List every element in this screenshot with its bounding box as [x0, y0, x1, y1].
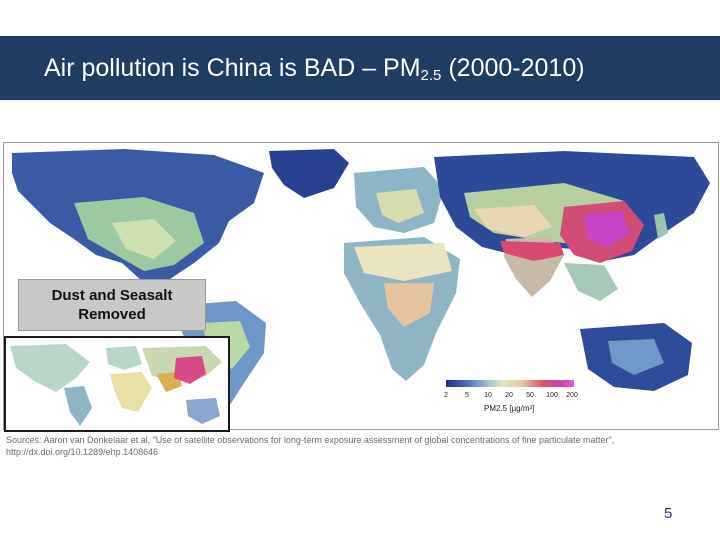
legend-unit-label: PM2.5 [µg/m³] — [484, 404, 535, 413]
legend-color-bar — [446, 380, 574, 387]
legend-tick: 20 — [505, 392, 513, 399]
southeast-asia — [564, 263, 618, 301]
legend-tick: 10 — [484, 392, 492, 399]
page-number: 5 — [664, 505, 673, 522]
legend-ticks: 2 5 10 20 50 100 200 — [440, 392, 580, 402]
legend-tick: 2 — [444, 392, 448, 399]
inset-map-graphic — [6, 338, 228, 430]
legend-tick: 100 — [546, 392, 558, 399]
legend-tick: 5 — [465, 392, 469, 399]
greenland — [269, 149, 349, 198]
inset-label-line2: Removed — [78, 306, 146, 323]
source-line2: http://dx.doi.org/10.1289/ehp.1408646 — [6, 447, 159, 457]
title-subscript: 2.5 — [420, 67, 442, 84]
inset-map — [4, 336, 230, 432]
title-main: Air pollution is China is BAD – PM — [44, 54, 421, 82]
source-citation: Sources: Aaron van Donkelaar et al, "Use… — [6, 434, 714, 458]
inset-label-line1: Dust and Seasalt — [51, 287, 173, 304]
title-bar — [0, 36, 720, 100]
pm25-legend: 2 5 10 20 50 100 200 PM2.5 [µg/m³] — [440, 380, 580, 420]
slide-title: Air pollution is China is BAD – PM2.5 (2… — [44, 54, 585, 84]
source-line1: Sources: Aaron van Donkelaar et al, "Use… — [6, 435, 615, 445]
legend-tick: 50 — [526, 392, 534, 399]
title-tail: (2000-2010) — [441, 54, 585, 82]
japan — [654, 213, 668, 239]
inset-label: Dust and Seasalt Removed — [18, 279, 206, 331]
legend-tick: 200 — [566, 392, 578, 399]
